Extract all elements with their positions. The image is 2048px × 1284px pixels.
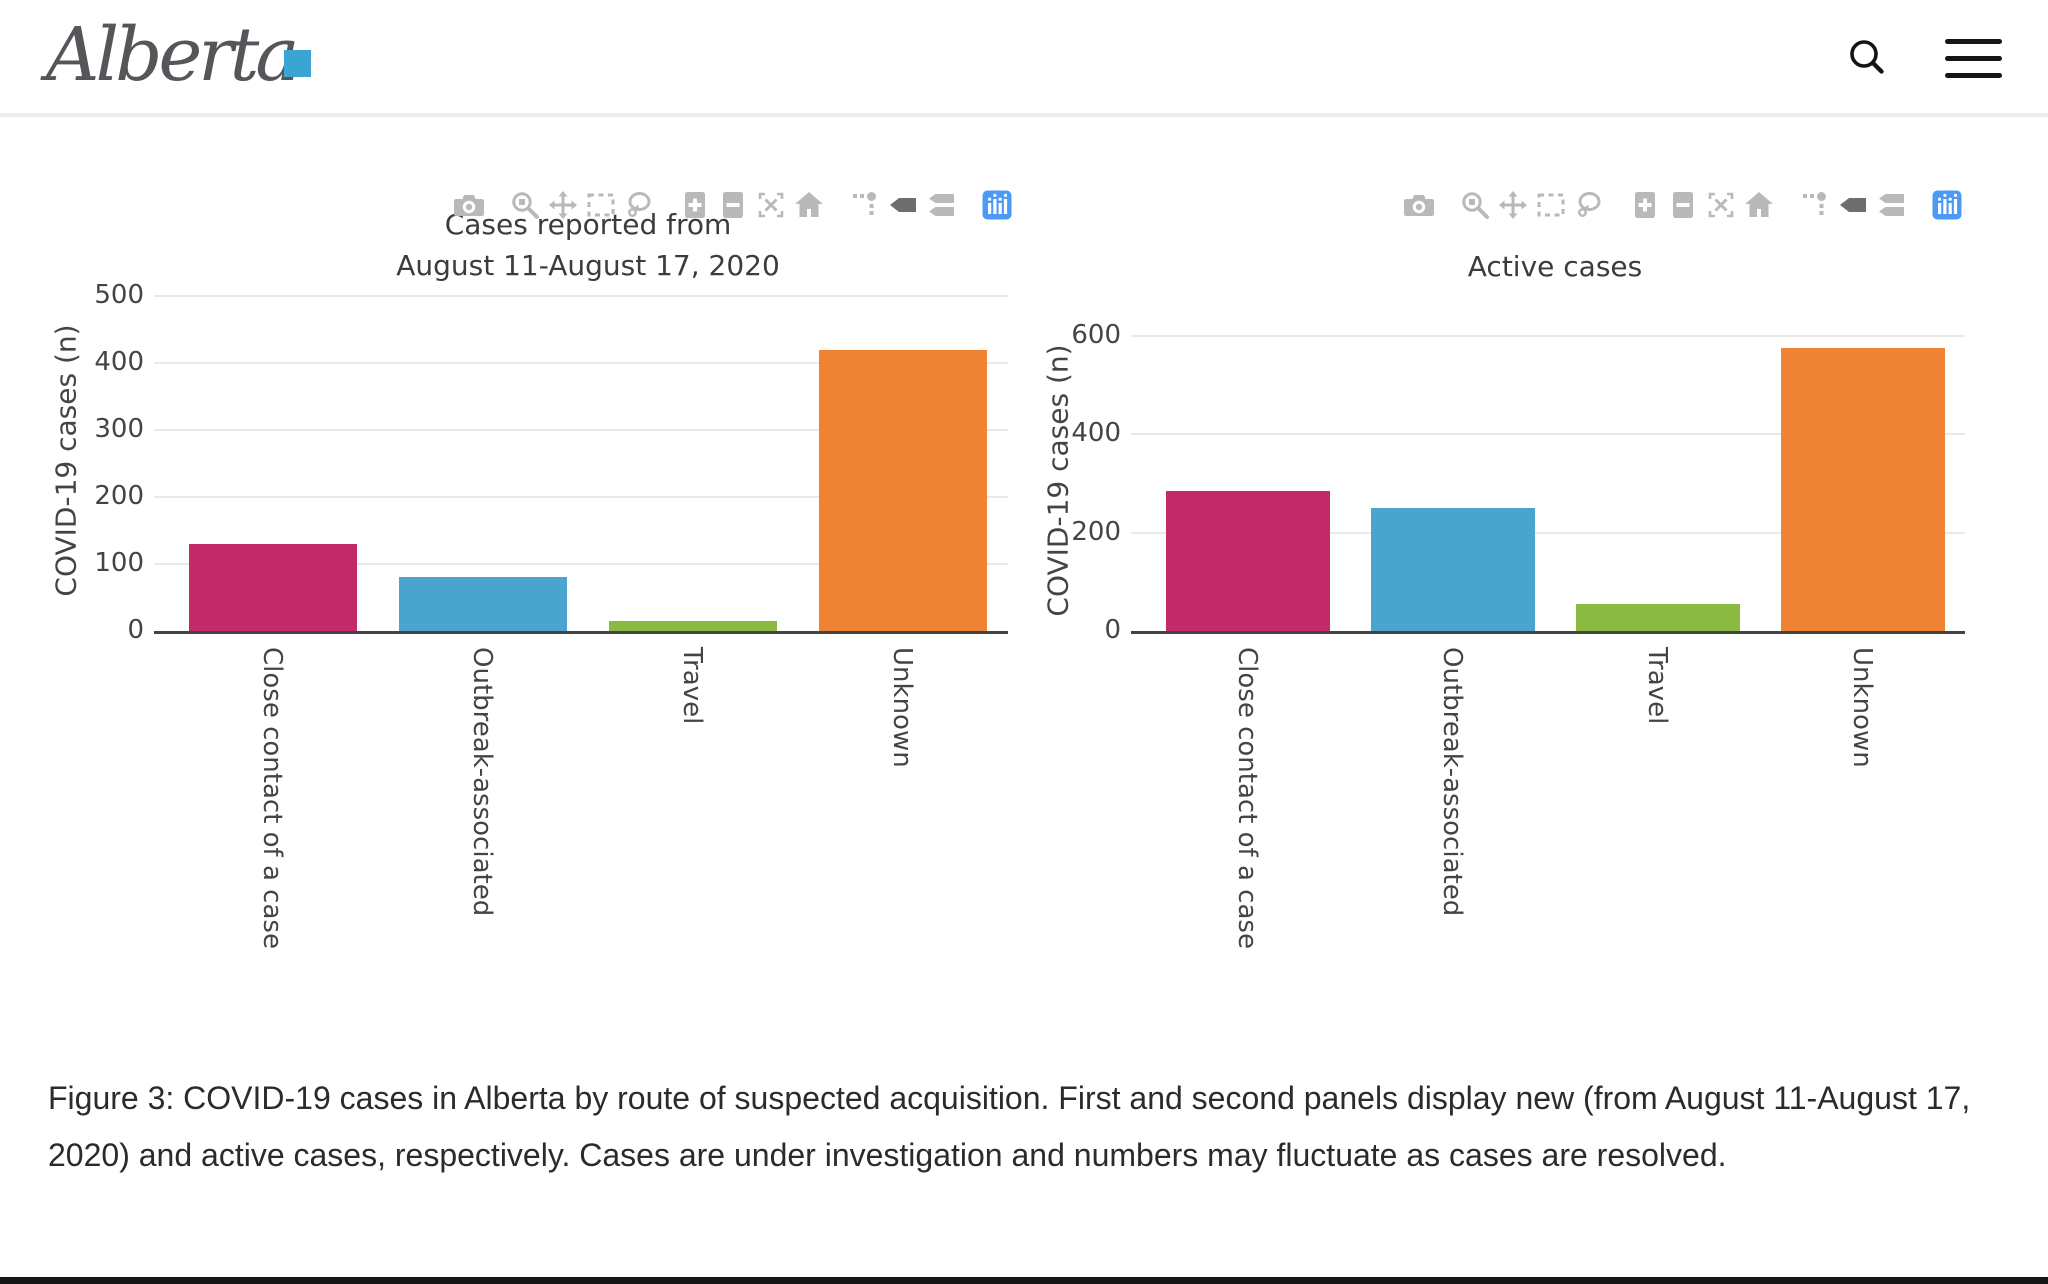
y-tick-label: 600 (1071, 320, 1121, 350)
gridline (154, 429, 1008, 431)
y-tick-label: 400 (1071, 418, 1121, 448)
camera-icon[interactable] (450, 188, 488, 222)
y-axis-title: COVID-19 cases (n) (1041, 343, 1075, 617)
lasso-select-icon[interactable] (1570, 188, 1608, 222)
x-tick-label: Travel (1642, 647, 1672, 725)
search-icon[interactable] (1843, 34, 1893, 84)
bar-travel[interactable] (1576, 604, 1740, 631)
bar-close-contact-of-a-case[interactable] (1166, 491, 1330, 631)
x-tick-label: Outbreak-associated (1437, 647, 1467, 917)
modebar (1400, 188, 1966, 222)
x-axis-line (154, 631, 1008, 634)
autoscale-icon[interactable] (752, 188, 790, 222)
bar-travel[interactable] (609, 621, 777, 631)
zoom-out-icon[interactable] (1664, 188, 1702, 222)
reset-axes-home-icon[interactable] (1740, 188, 1778, 222)
pan-icon[interactable] (544, 188, 582, 222)
site-header: Alberta (0, 0, 2048, 117)
gridline (154, 563, 1008, 565)
hover-compare-icon[interactable] (1872, 188, 1910, 222)
bar-close-contact-of-a-case[interactable] (189, 544, 357, 631)
camera-icon[interactable] (1400, 188, 1438, 222)
x-tick-label: Unknown (1847, 647, 1877, 768)
y-tick-label: 0 (127, 615, 144, 645)
x-tick-label: Close contact of a case (257, 647, 287, 949)
gridline (154, 362, 1008, 364)
gridline (1131, 532, 1965, 534)
hamburger-menu-icon[interactable] (1945, 35, 2002, 82)
zoom-out-icon[interactable] (714, 188, 752, 222)
reset-axes-home-icon[interactable] (790, 188, 828, 222)
y-tick-label: 200 (1071, 517, 1121, 547)
y-tick-label: 100 (94, 548, 144, 578)
bar-outbreak-associated[interactable] (399, 577, 567, 631)
zoom-icon[interactable] (1456, 188, 1494, 222)
pan-icon[interactable] (1494, 188, 1532, 222)
footer-top-bar (0, 1277, 2048, 1284)
lasso-select-icon[interactable] (620, 188, 658, 222)
y-tick-label: 500 (94, 280, 144, 310)
y-tick-label: 300 (94, 414, 144, 444)
chart-title: Active cases (1467, 250, 1643, 283)
spikelines-icon[interactable] (1796, 188, 1834, 222)
header-actions (1843, 0, 2002, 117)
x-tick-label: Outbreak-associated (467, 647, 497, 917)
modebar (450, 188, 1016, 222)
plotly-logo-icon[interactable] (978, 188, 1016, 222)
hover-closest-icon[interactable] (1834, 188, 1872, 222)
chart-panel-active-cases: Active cases COVID-19 cases (n) 0 200 400 600… (1018, 130, 2020, 975)
zoom-in-icon[interactable] (676, 188, 714, 222)
gridline (154, 295, 1008, 297)
bar-unknown[interactable] (1781, 348, 1945, 631)
zoom-icon[interactable] (506, 188, 544, 222)
plotly-logo-icon[interactable] (1928, 188, 1966, 222)
hover-closest-icon[interactable] (884, 188, 922, 222)
box-select-icon[interactable] (1532, 188, 1570, 222)
y-tick-label: 200 (94, 481, 144, 511)
box-select-icon[interactable] (582, 188, 620, 222)
y-tick-label: 0 (1104, 615, 1121, 645)
hover-compare-icon[interactable] (922, 188, 960, 222)
alberta-logo[interactable]: Alberta (46, 0, 311, 110)
gridline (1131, 433, 1965, 435)
spikelines-icon[interactable] (846, 188, 884, 222)
bar-outbreak-associated[interactable] (1371, 508, 1535, 631)
y-tick-label: 400 (94, 347, 144, 377)
gridline (154, 496, 1008, 498)
chart-panel-new-cases: Cases reported from August 11-August 17, … (30, 130, 1030, 975)
x-tick-label: Travel (677, 647, 707, 725)
x-tick-label: Unknown (887, 647, 917, 768)
autoscale-icon[interactable] (1702, 188, 1740, 222)
figure-caption: Figure 3: COVID-19 cases in Alberta by r… (48, 1080, 1971, 1173)
bar-unknown[interactable] (819, 350, 987, 631)
zoom-in-icon[interactable] (1626, 188, 1664, 222)
alberta-logo-square (283, 49, 311, 77)
x-axis-line (1131, 631, 1965, 634)
gridline (1131, 335, 1965, 337)
x-tick-label: Close contact of a case (1232, 647, 1262, 949)
alberta-logo-text: Alberta (46, 12, 299, 98)
